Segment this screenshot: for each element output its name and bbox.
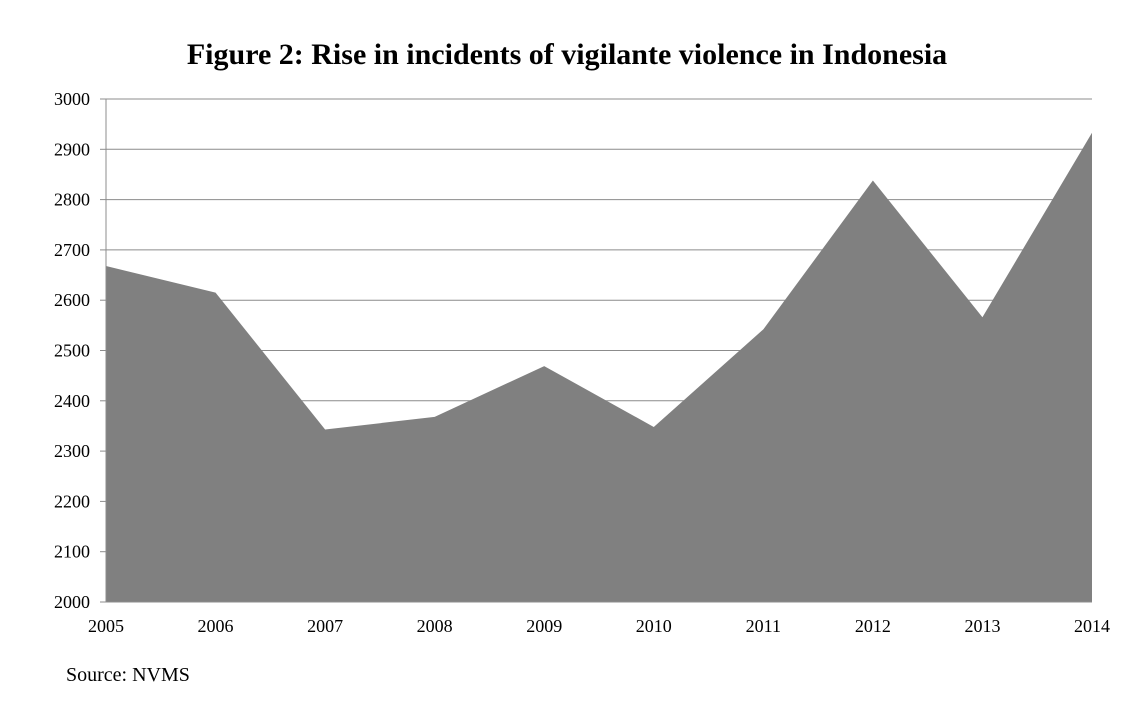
x-tick-label: 2012 (855, 616, 891, 636)
chart-title: Figure 2: Rise in incidents of vigilante… (186, 38, 948, 71)
y-tick-label: 2700 (54, 240, 90, 260)
x-tick-label: 2007 (307, 616, 343, 636)
x-tick-label: 2009 (526, 616, 562, 636)
x-tick-label: 2006 (198, 616, 234, 636)
x-tick-label: 2013 (964, 616, 1000, 636)
y-tick-labels: 2000 2100 2200 2300 2400 2500 2600 2700 2800 2900… (54, 89, 90, 612)
y-tick-label: 2200 (54, 491, 90, 511)
y-tick-label: 2100 (54, 542, 90, 562)
source-note: Source: NVMS (66, 664, 190, 686)
x-tick-label: 2005 (88, 616, 124, 636)
y-tick-label: 2400 (54, 391, 90, 411)
x-tick-label: 2010 (636, 616, 672, 636)
y-tick-label: 2500 (54, 341, 90, 361)
axes (105, 99, 1092, 603)
y-tick-label: 2800 (54, 190, 90, 210)
y-tick-label: 2000 (54, 592, 90, 612)
y-tick-label: 2900 (54, 139, 90, 159)
x-tick-labels: 2005 2006 2007 2008 2009 2010 2011 2012 2013 2014 (88, 616, 1110, 636)
y-tick-label: 3000 (54, 89, 90, 109)
x-tick-label: 2011 (746, 616, 781, 636)
y-tick-label: 2300 (54, 441, 90, 461)
x-tick-label: 2008 (417, 616, 453, 636)
x-tick-label: 2014 (1074, 616, 1110, 636)
y-tick-label: 2600 (54, 290, 90, 310)
series-area-path (106, 132, 1092, 603)
series-area (105, 132, 1093, 603)
